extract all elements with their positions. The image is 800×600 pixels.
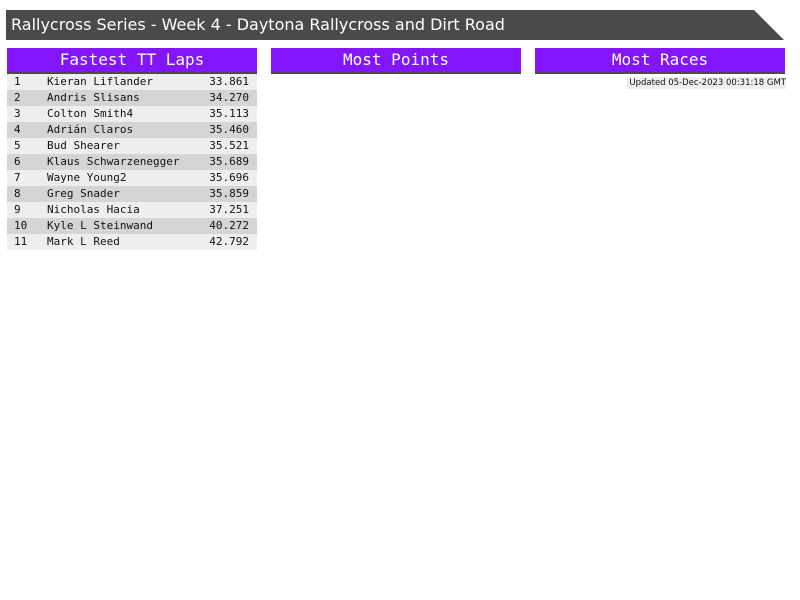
row-name: Klaus Schwarzenegger [47, 155, 180, 168]
table-row: 8 Greg Snader 35.859 [7, 186, 257, 202]
panel-header: Fastest TT Laps [7, 48, 257, 74]
row-name: Bud Shearer [47, 139, 120, 152]
row-time: 35.113 [209, 107, 249, 120]
table-row: 11 Mark L Reed 42.792 [7, 234, 257, 250]
row-pos: 7 [14, 171, 21, 184]
row-time: 35.689 [209, 155, 249, 168]
row-pos: 3 [14, 107, 21, 120]
table-row: 5 Bud Shearer 35.521 [7, 138, 257, 154]
most-races-panel: Most Races [535, 48, 785, 74]
row-pos: 4 [14, 123, 21, 136]
page-title: Rallycross Series - Week 4 - Daytona Ral… [6, 10, 784, 40]
row-name: Colton Smith4 [47, 107, 134, 120]
table-row: 3 Colton Smith4 35.113 [7, 106, 257, 122]
row-pos: 9 [14, 203, 21, 216]
table-row: 9 Nicholas Hacia 37.251 [7, 202, 257, 218]
row-name: Greg Snader [47, 187, 120, 200]
panel-header: Most Points [271, 48, 521, 74]
table-row: 2 Andris Slisans 34.270 [7, 90, 257, 106]
most-points-panel: Most Points [271, 48, 521, 74]
row-time: 42.792 [209, 235, 249, 248]
table-row: 4 Adrián Claros 35.460 [7, 122, 257, 138]
table-row: 10 Kyle L Steinwand 40.272 [7, 218, 257, 234]
row-name: Kieran Liflander [47, 75, 153, 88]
row-time: 35.460 [209, 123, 249, 136]
row-pos: 6 [14, 155, 21, 168]
row-time: 40.272 [209, 219, 249, 232]
row-time: 35.521 [209, 139, 249, 152]
row-pos: 1 [14, 75, 21, 88]
row-name: Kyle L Steinwand [47, 219, 153, 232]
row-pos: 10 [14, 219, 28, 232]
row-name: Wayne Young2 [47, 171, 127, 184]
row-pos: 8 [14, 187, 21, 200]
row-time: 35.696 [209, 171, 249, 184]
row-name: Andris Slisans [47, 91, 140, 104]
laps-table: 1 Kieran Liflander 33.861 2 Andris Slisans 34… [7, 74, 257, 250]
row-name: Nicholas Hacia [47, 203, 140, 216]
row-pos: 11 [14, 235, 28, 248]
updated-timestamp: Updated 05-Dec-2023 00:31:18 GMT [627, 77, 786, 89]
row-pos: 2 [14, 91, 21, 104]
panel-header: Most Races [535, 48, 785, 74]
table-row: 1 Kieran Liflander 33.861 [7, 74, 257, 90]
fastest-tt-laps-panel: Fastest TT Laps 1 Kieran Liflander 33.861 2… [7, 48, 257, 250]
row-time: 37.251 [209, 203, 249, 216]
row-name: Adrián Claros [47, 123, 134, 136]
row-time: 33.861 [209, 75, 249, 88]
table-row: 6 Klaus Schwarzenegger 35.689 [7, 154, 257, 170]
row-time: 34.270 [209, 91, 249, 104]
table-row: 7 Wayne Young2 35.696 [7, 170, 257, 186]
row-time: 35.859 [209, 187, 249, 200]
row-name: Mark L Reed [47, 235, 120, 248]
row-pos: 5 [14, 139, 21, 152]
